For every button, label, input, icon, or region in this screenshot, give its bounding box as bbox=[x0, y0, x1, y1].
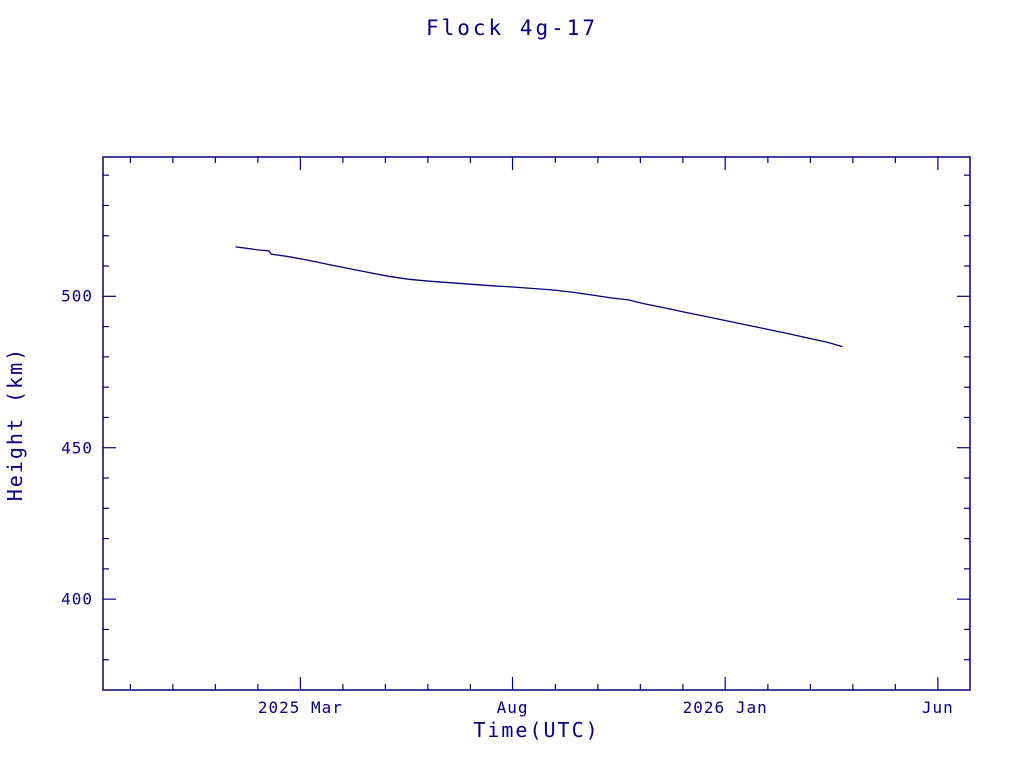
x-axis-label: Time(UTC) bbox=[473, 718, 600, 742]
chart-title: Flock 4g-17 bbox=[425, 16, 599, 40]
x-tick-label: Aug bbox=[496, 698, 529, 717]
y-tick-label: 400 bbox=[61, 589, 93, 609]
plot-frame bbox=[102, 156, 971, 691]
x-tick-label: 2026 Jan bbox=[682, 698, 768, 717]
y-axis-label: Height (km) bbox=[3, 346, 27, 502]
x-tick-label: Jun bbox=[921, 698, 954, 717]
height-series-line bbox=[235, 246, 843, 348]
y-tick-label: 450 bbox=[61, 438, 93, 458]
y-tick-label: 500 bbox=[61, 286, 93, 306]
x-tick-label: 2025 Mar bbox=[257, 698, 343, 717]
